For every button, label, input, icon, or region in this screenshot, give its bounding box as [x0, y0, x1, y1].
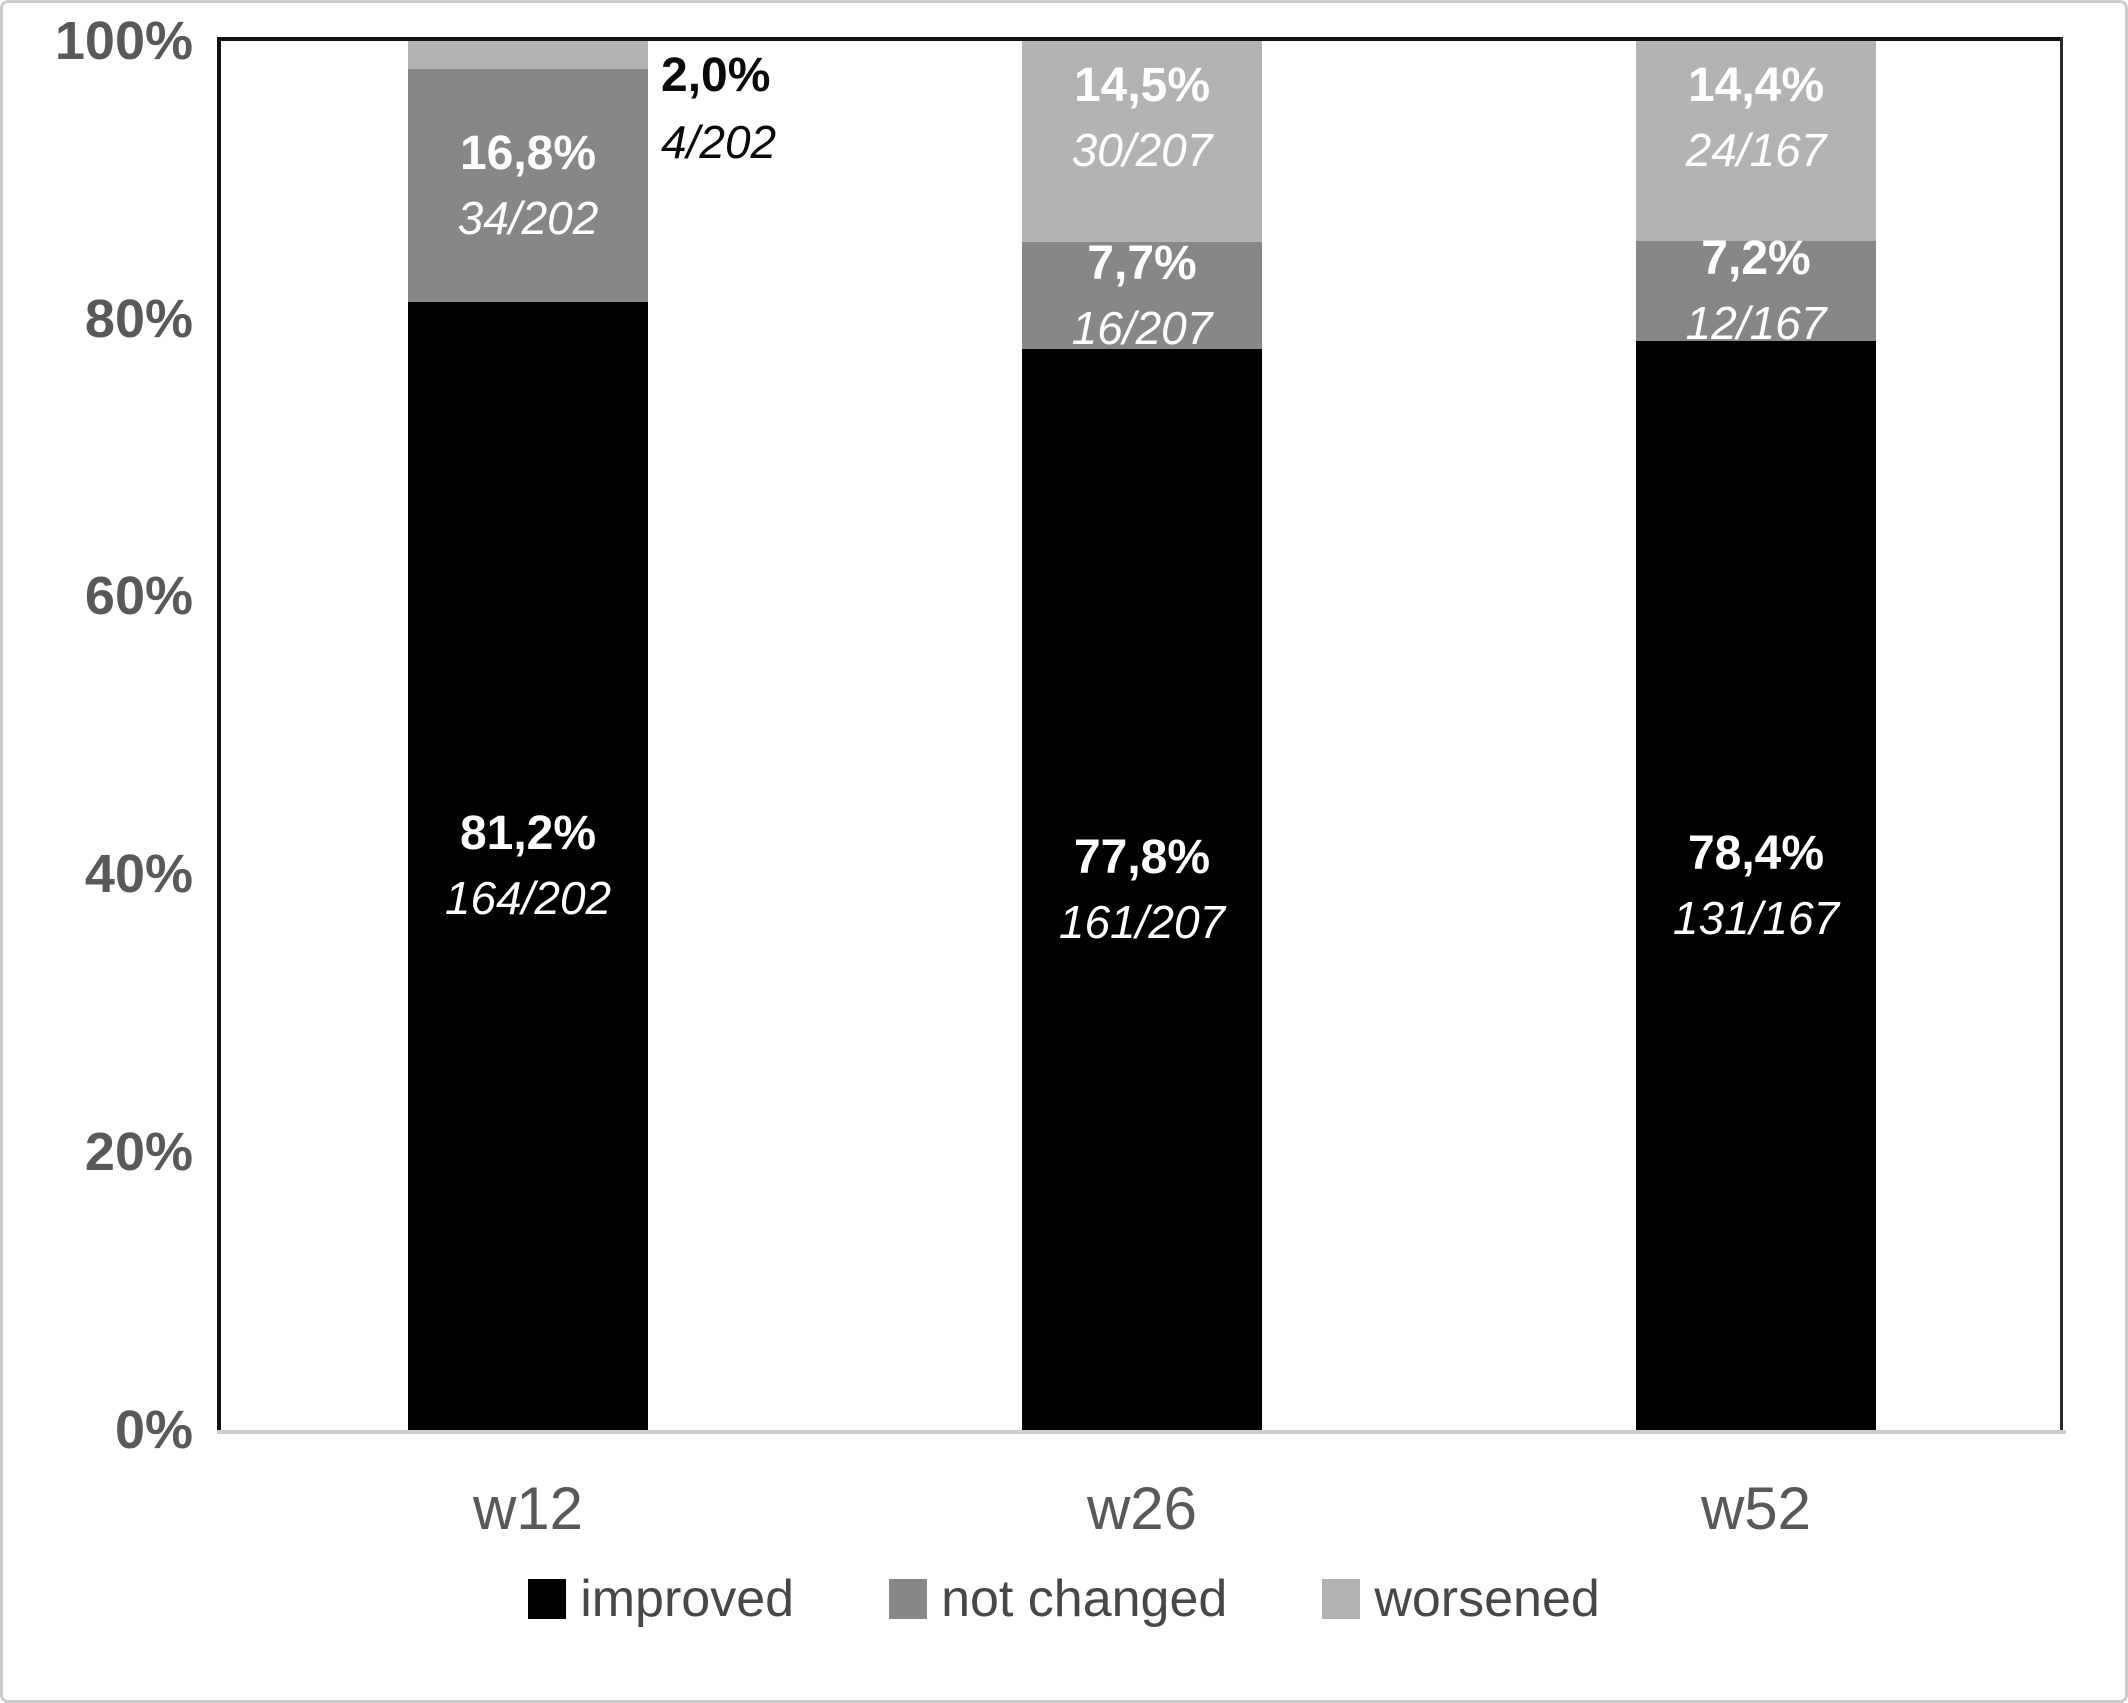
segment-pct-label: 16,8%: [459, 126, 597, 180]
segment-pct-label: 14,4%: [1687, 59, 1825, 113]
legend-swatch-worsened-icon: [1322, 1579, 1361, 1619]
y-tick-80: 80%: [84, 289, 193, 349]
segment-pct-label: 7,7%: [1087, 237, 1197, 291]
legend-swatch-improved-icon: [528, 1579, 567, 1619]
y-tick-40: 40%: [84, 844, 193, 904]
plot-top-border: [217, 37, 2063, 41]
segment-frac-label: 164/202: [444, 872, 612, 925]
y-tick-0: 0%: [114, 1400, 193, 1460]
bar-segment-not-changed: 7,7% 16/207: [1022, 237, 1262, 354]
bar-segment-improved: 77,8% 161/207: [1022, 349, 1262, 1430]
segment-pct-label: 77,8%: [1073, 831, 1211, 885]
bar-w12: 81,2% 164/202 16,8% 34/202: [408, 41, 648, 1430]
y-tick-100: 100%: [54, 11, 193, 71]
segment-frac-label: 161/207: [1058, 895, 1226, 948]
y-tick-60: 60%: [84, 566, 193, 626]
legend-swatch-not-changed-icon: [889, 1579, 928, 1619]
segment-pct-label: 7,2%: [1701, 232, 1811, 286]
segment-pct-label: 78,4%: [1687, 826, 1825, 880]
legend: improved not changed worsened: [3, 1571, 2125, 1627]
y-axis-line: [217, 37, 221, 1434]
bar-w52: 78,4% 131/167 7,2% 12/167 14,4% 24/167: [1636, 41, 1876, 1430]
bar-segment-worsened: [408, 41, 648, 69]
segment-pct-label: 2,0%: [661, 49, 771, 102]
segment-pct-label: 81,2%: [459, 807, 597, 861]
y-tick-20: 20%: [84, 1122, 193, 1182]
plot-right-border: [2060, 37, 2063, 1434]
segment-pct-label: 14,5%: [1073, 59, 1211, 113]
bar-segment-not-changed: 16,8% 34/202: [408, 68, 648, 303]
bar-segment-not-changed: 7,2% 12/167: [1636, 232, 1876, 349]
segment-frac-label: 24/167: [1685, 123, 1827, 176]
segment-frac-label: 4/202: [661, 115, 777, 168]
segment-frac-label: 16/207: [1071, 302, 1213, 355]
legend-label: not changed: [941, 1570, 1228, 1628]
legend-label: worsened: [1374, 1570, 1600, 1628]
legend-item-improved: improved: [528, 1571, 794, 1627]
x-tick-w12: w12: [472, 1475, 584, 1542]
x-axis-line: [217, 1430, 2066, 1434]
bar-segment-worsened: 14,5% 30/207: [1022, 41, 1262, 243]
segment-frac-label: 131/167: [1672, 891, 1840, 944]
x-tick-w52: w52: [1700, 1475, 1812, 1542]
x-tick-w26: w26: [1086, 1475, 1198, 1542]
legend-label: improved: [580, 1570, 795, 1628]
legend-item-not-changed: not changed: [889, 1571, 1227, 1627]
bar-w26: 77,8% 161/207 7,7% 16/207 14,5% 30/207: [1022, 41, 1262, 1430]
segment-frac-label: 34/202: [457, 191, 599, 244]
segment-frac-label: 12/167: [1685, 297, 1827, 350]
bar-segment-improved: 81,2% 164/202: [408, 302, 648, 1430]
bar-segment-improved: 78,4% 131/167: [1636, 341, 1876, 1430]
legend-item-worsened: worsened: [1322, 1570, 1600, 1628]
segment-frac-label: 30/207: [1071, 123, 1213, 176]
bar-segment-worsened: 14,4% 24/167: [1636, 41, 1876, 242]
outside-label-w12-worsened: 2,0% 4/202: [661, 49, 776, 168]
